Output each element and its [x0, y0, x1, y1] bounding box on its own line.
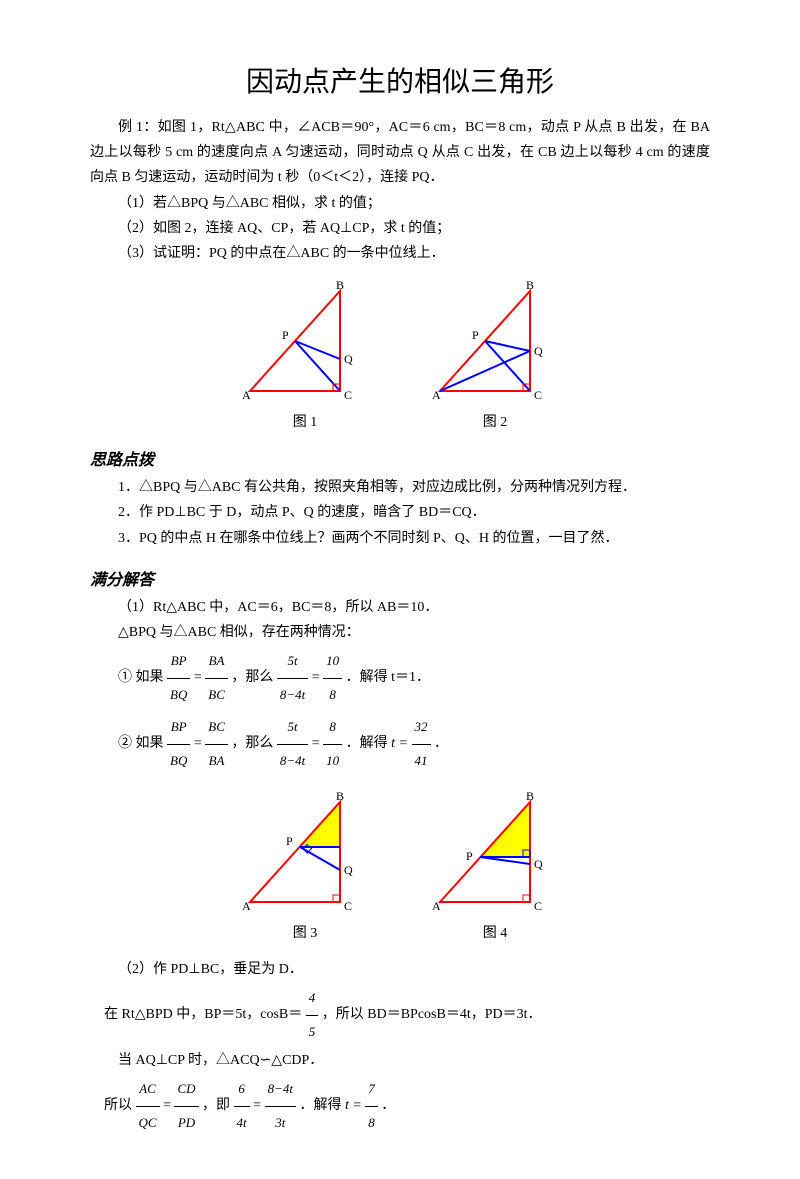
hint-2: 2．作 PD⊥BC 于 D，动点 P、Q 的速度，暗含了 BD＝CQ． — [90, 500, 710, 525]
figure-2: A B C P Q 图 2 — [430, 281, 560, 431]
triangle-fig2: A B C P Q — [430, 281, 560, 406]
svg-text:Q: Q — [534, 857, 543, 871]
s2d-final: ． — [381, 1099, 395, 1114]
svg-text:C: C — [344, 388, 352, 402]
figure-4: A B C P Q 图 4 — [430, 792, 560, 942]
s2b-pre: 在 Rt△BPD 中，BP＝5t，cosB＝ — [104, 1007, 302, 1022]
frac-5t-84t-b: 5t8−4t — [277, 711, 308, 777]
svg-text:P: P — [286, 834, 293, 848]
svg-text:Q: Q — [534, 344, 543, 358]
fig1-label: 图 1 — [293, 411, 318, 431]
problem-q1: （1）若△BPQ 与△ABC 相似，求 t 的值； — [90, 191, 710, 216]
fig4-label: 图 4 — [483, 922, 508, 942]
figure-row-1: A B C P Q 图 1 A B C P Q 图 2 — [90, 281, 710, 431]
svg-text:P: P — [466, 849, 473, 863]
sol-2b: 在 Rt△BPD 中，BP＝5t，cosB＝ 45 ，所以 BD＝BPcosB＝… — [104, 982, 710, 1048]
svg-text:P: P — [282, 328, 289, 342]
case1-mid: ，那么 — [231, 670, 273, 685]
frac-cd-pd: CDPD — [174, 1073, 198, 1139]
figure-1: A B C P Q 图 1 — [240, 281, 370, 431]
sol-1a: （1）Rt△ABC 中，AC＝6，BC＝8，所以 AB＝10． — [90, 595, 710, 620]
svg-text:C: C — [344, 899, 352, 913]
problem-intro: 例 1：如图 1，Rt△ABC 中，∠ACB＝90°，AC＝6 cm，BC＝8 … — [90, 115, 710, 191]
s2d-pre: 所以 — [104, 1099, 132, 1114]
sol-2a: （2）作 PD⊥BC，垂足为 D． — [90, 957, 710, 982]
figure-3: A B C P Q 图 3 — [240, 792, 370, 942]
case2-mid: ，那么 — [231, 736, 273, 751]
fig3-label: 图 3 — [293, 922, 318, 942]
case2-pre: ② 如果 — [118, 736, 164, 751]
frac-7-8: 78 — [365, 1073, 378, 1139]
svg-text:A: A — [242, 388, 251, 402]
triangle-fig1: A B C P Q — [240, 281, 370, 406]
svg-text:B: B — [526, 792, 534, 803]
page-container: 因动点产生的相似三角形 例 1：如图 1，Rt△ABC 中，∠ACB＝90°，A… — [0, 0, 800, 1179]
frac-84t-3t: 8−4t3t — [265, 1073, 296, 1139]
case1-pre: ① 如果 — [118, 670, 164, 685]
sol-2c: 当 AQ⊥CP 时，△ACQ∽△CDP． — [90, 1048, 710, 1073]
hints-title: 思路点拨 — [90, 446, 710, 470]
case1-end: ．解得 t＝1． — [346, 670, 430, 685]
svg-text:C: C — [534, 388, 542, 402]
svg-text:B: B — [336, 792, 344, 803]
sol-case1: ① 如果 BPBQ = BABC ，那么 5t8−4t = 108 ．解得 t＝… — [118, 645, 710, 711]
hint-1: 1．△BPQ 与△ABC 有公共角，按照夹角相等，对应边成比例，分两种情况列方程… — [90, 475, 710, 500]
figure-row-2: A B C P Q 图 3 A B C P Q 图 4 — [90, 792, 710, 942]
frac-bp-bq: BPBQ — [167, 645, 190, 711]
sol-2d: 所以 ACQC = CDPD ，即 64t = 8−4t3t ．解得 t = 7… — [104, 1073, 710, 1139]
case2-final: ． — [434, 736, 448, 751]
svg-text:A: A — [432, 899, 441, 913]
svg-text:A: A — [432, 388, 441, 402]
frac-5t-84t-a: 5t8−4t — [277, 645, 308, 711]
problem-q2: （2）如图 2，连接 AQ、CP，若 AQ⊥CP，求 t 的值； — [90, 216, 710, 241]
sol-case2: ② 如果 BPBQ = BCBA ，那么 5t8−4t = 810 ．解得 t … — [118, 711, 710, 777]
triangle-fig3: A B C P Q — [240, 792, 370, 917]
frac-bp-bq-b: BPBQ — [167, 711, 190, 777]
triangle-fig4: A B C P Q — [430, 792, 560, 917]
svg-text:A: A — [242, 899, 251, 913]
hint-3: 3．PQ 的中点 H 在哪条中位线上？画两个不同时刻 P、Q、H 的位置，一目了… — [90, 526, 710, 551]
frac-ba-bc: BABC — [205, 645, 228, 711]
s2d-end: ．解得 — [299, 1099, 341, 1114]
case2-end: ．解得 — [346, 736, 388, 751]
svg-text:Q: Q — [344, 863, 353, 877]
frac-6-4t: 64t — [234, 1073, 250, 1139]
frac-ac-qc: ACQC — [136, 1073, 160, 1139]
frac-4-5: 45 — [306, 982, 319, 1048]
s2d-mid: ，即 — [202, 1099, 230, 1114]
frac-10-8: 108 — [323, 645, 342, 711]
problem-q3: （3）试证明：PQ 的中点在△ABC 的一条中位线上． — [90, 241, 710, 266]
svg-text:C: C — [534, 899, 542, 913]
frac-bc-ba: BCBA — [205, 711, 228, 777]
svg-text:Q: Q — [344, 352, 353, 366]
frac-8-10: 810 — [323, 711, 342, 777]
solution-title: 满分解答 — [90, 566, 710, 590]
s2b-post: ，所以 BD＝BPcosB＝4t，PD＝3t． — [322, 1007, 542, 1022]
page-title: 因动点产生的相似三角形 — [90, 60, 710, 100]
fig2-label: 图 2 — [483, 411, 508, 431]
frac-32-41: 3241 — [412, 711, 431, 777]
svg-text:B: B — [336, 281, 344, 292]
svg-text:P: P — [472, 328, 479, 342]
svg-text:B: B — [526, 281, 534, 292]
sol-1b: △BPQ 与△ABC 相似，存在两种情况： — [90, 620, 710, 645]
